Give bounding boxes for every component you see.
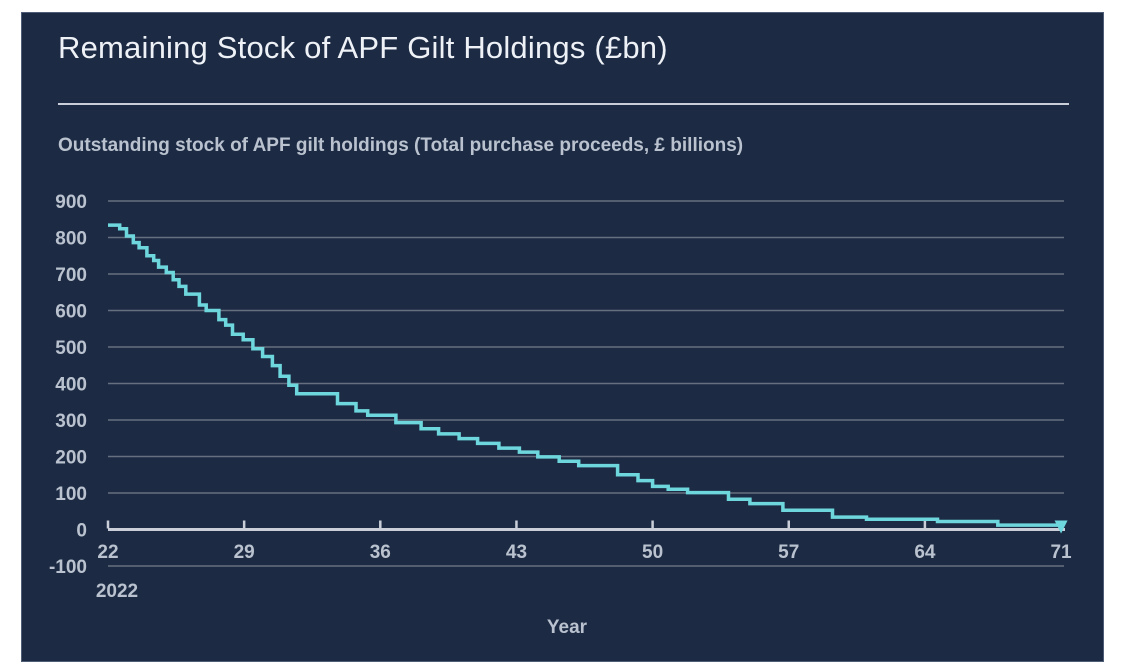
chart-canvas: 900 800 700 600 500 400 300 200 100 0 -100 22 29 36 43… [49, 192, 1072, 578]
y-tick-label-500: 500 [55, 338, 87, 359]
x-tick-label-50: 50 [642, 542, 663, 563]
x-tick-label-22: 22 [97, 542, 118, 563]
y-tick-label-600: 600 [55, 302, 87, 323]
x-tick-label-57: 57 [778, 542, 799, 563]
x-tick-label-71: 71 [1050, 542, 1072, 563]
y-tick-label-300: 300 [55, 411, 87, 432]
x-tick-label-43: 43 [506, 542, 527, 563]
line-end-arrow-icon [1054, 520, 1068, 534]
y-tick-label-400: 400 [55, 375, 87, 396]
chart-title: Remaining Stock of APF Gilt Holdings (£b… [58, 30, 668, 65]
y-tick-label--100: -100 [49, 557, 87, 578]
x-tick-label-29: 29 [234, 542, 255, 563]
y-tick-label-0: 0 [76, 521, 87, 542]
chart-panel: Remaining Stock of APF Gilt Holdings (£b… [21, 12, 1104, 662]
y-tick-label-800: 800 [55, 229, 87, 250]
x-tick-label-36: 36 [370, 542, 391, 563]
title-divider [58, 103, 1069, 105]
x-start-year-label: 2022 [95, 581, 139, 602]
y-tick-label-200: 200 [55, 448, 87, 469]
y-tick-label-900: 900 [55, 192, 87, 213]
chart-subtitle: Outstanding stock of APF gilt holdings (… [58, 135, 744, 156]
y-tick-label-100: 100 [55, 484, 87, 505]
y-tick-label-700: 700 [55, 265, 87, 286]
step-line-series-0 [108, 223, 1063, 530]
x-axis-title: Year [546, 617, 588, 638]
x-tick-label-64: 64 [914, 542, 936, 563]
